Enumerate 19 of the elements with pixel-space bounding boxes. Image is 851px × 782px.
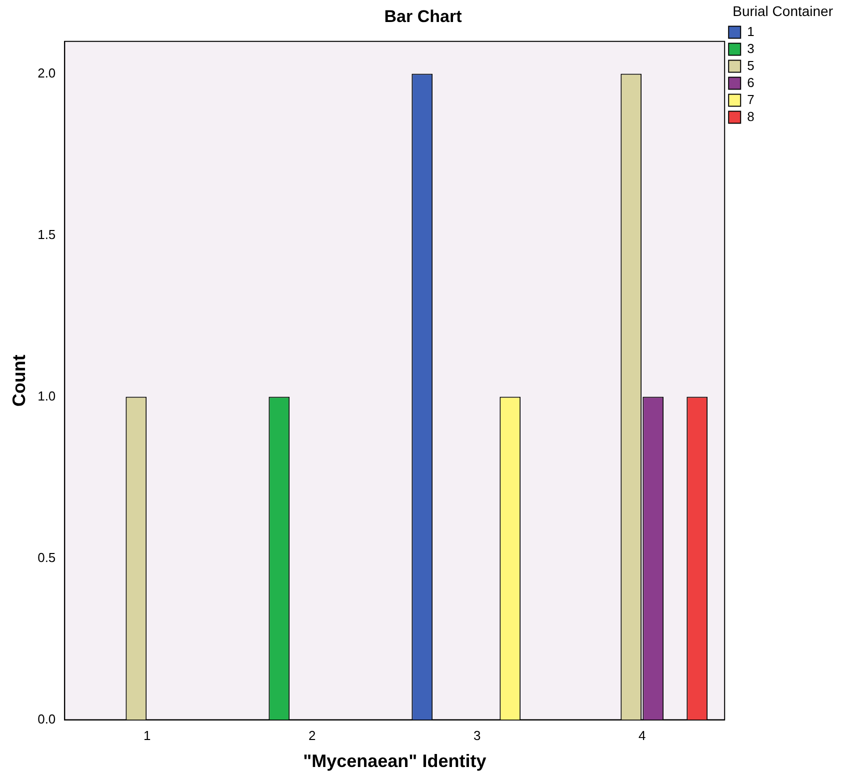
legend-label: 6: [747, 74, 754, 90]
legend-label: 3: [747, 40, 754, 56]
legend-label: 1: [747, 24, 754, 39]
x-tick-label: 3: [474, 728, 481, 744]
y-tick-label: 0.0: [38, 711, 56, 726]
legend-label: 5: [747, 58, 754, 73]
x-tick-label: 1: [144, 728, 151, 744]
y-tick-label: 0.5: [38, 550, 56, 565]
x-tick-label: 2: [308, 728, 316, 744]
legend-label: 7: [747, 92, 754, 107]
y-tick-label: 2.0: [38, 65, 56, 80]
y-tick-label: 1.0: [38, 388, 56, 404]
legend-title: Burial Container: [732, 2, 834, 19]
chart-title: Bar Chart: [384, 6, 462, 26]
x-axis-title: "Mycenaean" Identity: [303, 751, 486, 772]
y-tick-label: 1.5: [38, 226, 56, 242]
x-tick-label: 4: [638, 728, 646, 744]
legend-label: 8: [747, 108, 754, 124]
y-axis-title: Count: [8, 354, 29, 407]
